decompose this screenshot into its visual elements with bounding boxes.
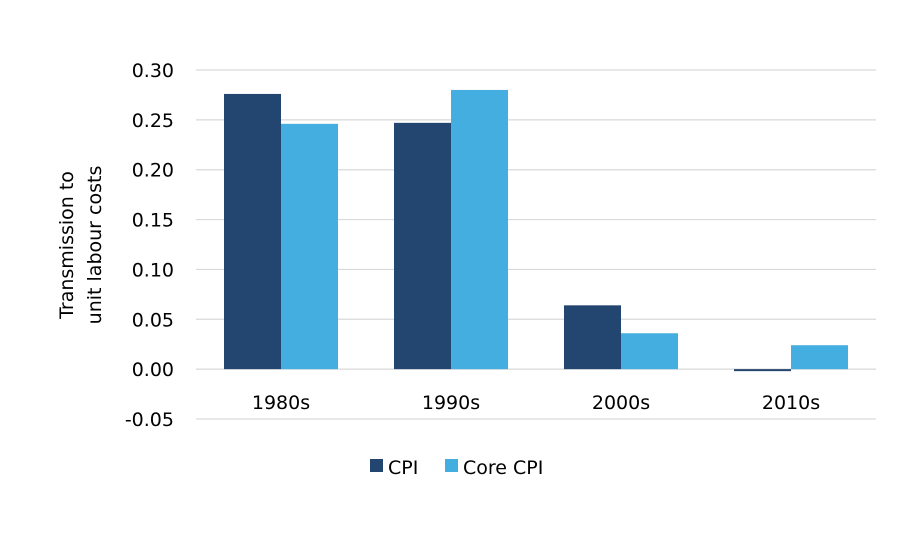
y-tick-label: 0.00 — [132, 359, 174, 381]
x-tick-label: 2010s — [762, 392, 820, 414]
bar-core-cpi-1990s — [451, 89, 508, 370]
legend-label-cpi: CPI — [388, 457, 418, 479]
bars — [224, 89, 848, 372]
bar-cpi-2000s — [564, 305, 621, 370]
y-tick-label: 0.15 — [132, 210, 174, 232]
x-tick-label: 1980s — [252, 392, 310, 414]
legend-label-core-cpi: Core CPI — [463, 457, 543, 479]
y-tick-label: 0.30 — [132, 60, 174, 82]
y-axis-title-line-1: Transmission to — [56, 171, 78, 320]
y-tick-label: 0.05 — [132, 309, 174, 331]
y-tick-label: 0.10 — [132, 259, 174, 281]
y-tick-label: 0.25 — [132, 110, 174, 132]
bar-core-cpi-2000s — [621, 333, 678, 370]
y-tick-label: 0.20 — [132, 160, 174, 182]
bar-cpi-1980s — [224, 93, 281, 370]
bar-cpi-1990s — [394, 122, 451, 370]
x-axis-tick-labels: 1980s 1990s 2000s 2010s — [252, 392, 820, 414]
bar-cpi-2010s — [734, 369, 791, 372]
x-tick-label: 1990s — [422, 392, 480, 414]
y-axis-tick-labels: -0.05 0.00 0.05 0.10 0.15 0.20 0.25 0.30 — [125, 60, 174, 431]
legend: CPI Core CPI — [370, 457, 543, 479]
bar-core-cpi-1980s — [281, 123, 338, 370]
legend-swatch-core-cpi — [445, 459, 458, 472]
y-axis-title-line-2: unit labour costs — [84, 166, 106, 325]
legend-swatch-cpi — [370, 459, 383, 472]
x-tick-label: 2000s — [592, 392, 650, 414]
bar-core-cpi-2010s — [791, 345, 848, 370]
y-tick-label: -0.05 — [125, 409, 174, 431]
